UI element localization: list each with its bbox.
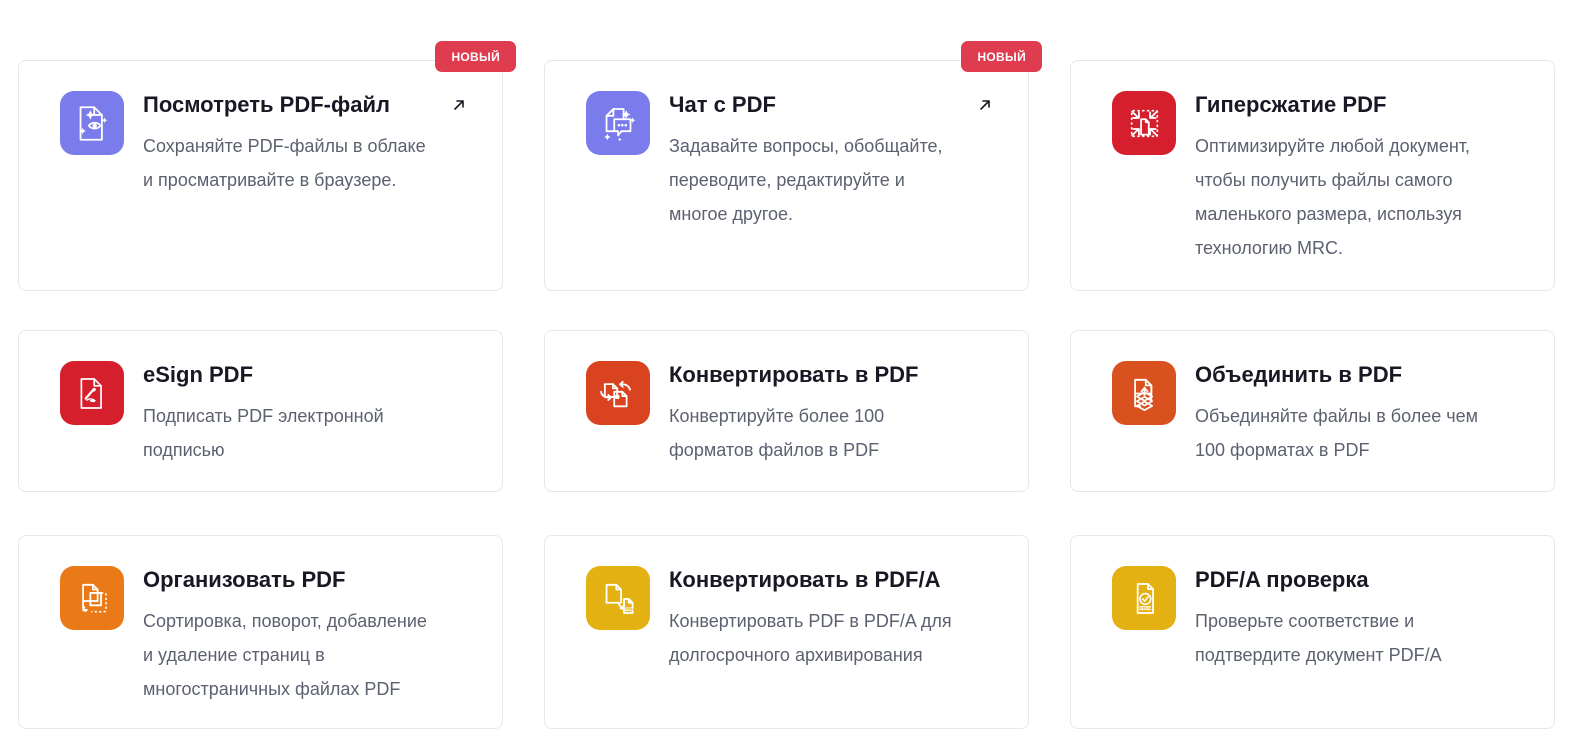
svg-text:PDF/A: PDF/A — [625, 607, 637, 611]
svg-text:PDF/A: PDF/A — [1140, 606, 1152, 610]
